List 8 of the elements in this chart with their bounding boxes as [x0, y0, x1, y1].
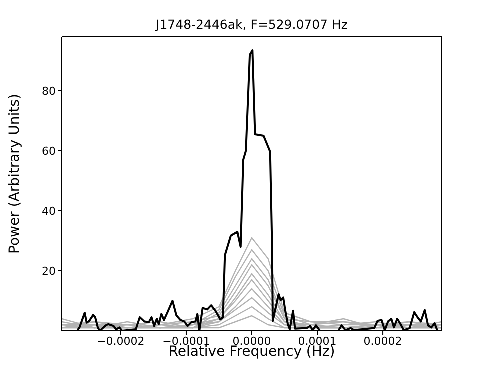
y-tick-label: 20 [42, 264, 56, 278]
y-axis-title: Power (Arbitrary Units) [6, 94, 23, 254]
x-tick-label: −0.0002 [97, 334, 145, 348]
y-tick-label: 80 [42, 84, 56, 98]
x-tick-label: 0.0002 [364, 334, 402, 348]
y-tick-label: 40 [42, 204, 56, 218]
chart-title: J1748-2446ak, F=529.0707 Hz [154, 17, 349, 32]
y-tick-label: 60 [42, 144, 56, 158]
